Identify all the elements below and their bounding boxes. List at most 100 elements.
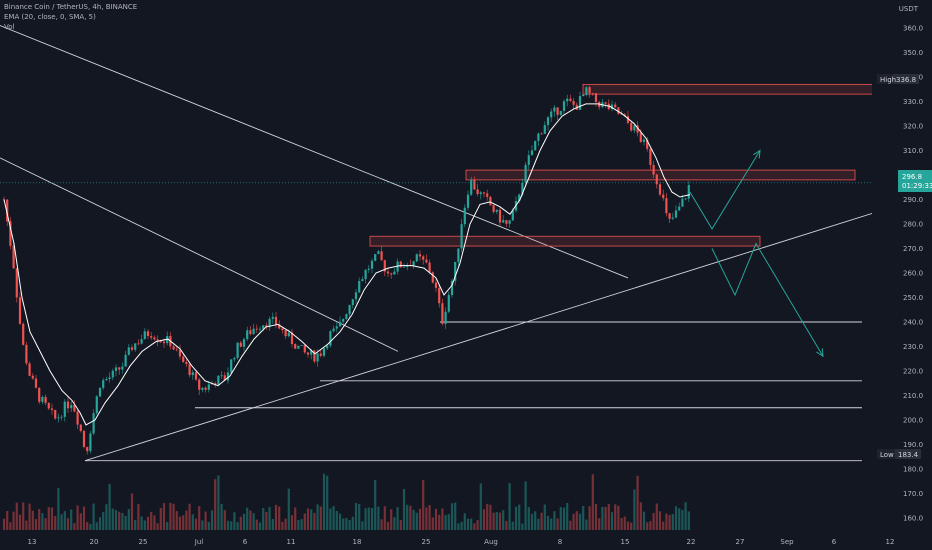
candle-body: [63, 401, 66, 417]
candle-body: [22, 323, 25, 345]
candle-body: [79, 424, 82, 432]
candle-body: [652, 165, 655, 175]
low-value: 183.4: [898, 451, 919, 459]
volume-bar: [412, 509, 415, 530]
support-lines[interactable]: [85, 321, 862, 462]
volume-bar: [194, 518, 198, 530]
price-tick-label: 240.0: [903, 319, 923, 327]
candle-body: [511, 210, 514, 221]
volume-bar: [278, 506, 281, 530]
candle-body: [415, 254, 418, 262]
date-axis[interactable]: 13 20 25 Jul 6 11 18 25 Aug 8 15 22 27 Sep 6 12: [28, 538, 895, 546]
candle-body: [98, 387, 102, 397]
volume-bar: [38, 509, 41, 530]
volume-bar: [338, 513, 342, 530]
candle-body: [495, 209, 498, 212]
volume-bar: [444, 515, 447, 530]
volume-bar: [191, 514, 194, 530]
candle-body: [649, 148, 652, 166]
candle-body: [361, 279, 364, 282]
candle-body: [159, 341, 162, 343]
date-tick-label: 20: [90, 538, 99, 546]
volume-bar: [511, 521, 514, 530]
volume-bar: [73, 523, 76, 530]
candle-body: [450, 280, 454, 295]
volume-bar: [630, 522, 633, 530]
volume-bar: [22, 502, 25, 530]
candle-body: [530, 150, 534, 156]
volume-bar: [182, 515, 185, 530]
low-label: Low: [880, 451, 894, 459]
price-countdown: 01:29:33: [902, 182, 932, 190]
candle-body: [322, 348, 326, 356]
candle-body: [82, 431, 86, 447]
resistance-zones[interactable]: [369, 83, 893, 247]
volume-bar: [470, 518, 473, 530]
volume-bar: [121, 512, 124, 530]
volume-bar: [409, 505, 412, 530]
volume-bar: [70, 509, 73, 530]
candle-body: [146, 331, 150, 337]
candle-body: [111, 370, 114, 378]
candle-body: [262, 325, 265, 329]
price-value: 296.8: [902, 173, 922, 181]
volume-bar: [486, 503, 489, 530]
candle-body: [34, 378, 38, 388]
candle-body: [460, 224, 463, 249]
volume-bar: [399, 520, 402, 530]
candle-body: [402, 266, 406, 268]
candle-body: [425, 259, 428, 263]
volume-bar: [489, 504, 492, 530]
price-tick-label: 310.0: [903, 147, 923, 155]
candle-body: [428, 262, 431, 273]
volume-bar: [169, 502, 172, 530]
volume-bar: [543, 504, 546, 530]
candle-body: [383, 260, 386, 272]
volume-bar: [306, 508, 310, 530]
volume-bar: [137, 504, 140, 530]
candle-body: [89, 433, 92, 452]
symbol-title: Binance Coin / TetherUS, 4h, BINANCE: [4, 3, 138, 11]
volume-bar: [316, 504, 319, 530]
volume-bar: [242, 513, 246, 530]
volume-bar: [2, 518, 6, 530]
volume-bar: [329, 508, 332, 530]
candle-body: [502, 220, 505, 223]
volume-bar: [12, 511, 15, 530]
projection-arrows[interactable]: [689, 149, 824, 358]
candle-body: [646, 139, 649, 149]
candle-body: [319, 353, 322, 356]
candle-body: [281, 328, 284, 331]
candle-body: [198, 379, 201, 390]
volume-bar: [79, 513, 82, 530]
candle-body: [351, 299, 354, 306]
candle-body: [143, 331, 146, 340]
volume-bar: [108, 483, 111, 530]
candle-body: [377, 251, 380, 254]
trend-lines[interactable]: [0, 25, 932, 462]
date-tick-label: 18: [353, 538, 362, 546]
volume-bar: [9, 522, 12, 530]
volume-bar: [566, 502, 569, 530]
candle-body: [492, 205, 495, 212]
volume-bar: [310, 509, 313, 530]
volume-bar: [54, 516, 57, 530]
volume-bar: [230, 521, 233, 530]
candle-body: [617, 107, 620, 114]
date-tick-label: Aug: [484, 538, 498, 546]
date-tick-label: Sep: [780, 538, 794, 546]
candle-body: [150, 336, 153, 338]
date-tick-label: 25: [422, 538, 431, 546]
candle-body: [188, 363, 191, 376]
candle-body: [508, 220, 511, 224]
volume-bar: [671, 513, 674, 530]
candle-body: [44, 396, 47, 403]
volume-bar: [6, 511, 9, 530]
low-badge: Low 183.4: [877, 449, 921, 459]
candle-body: [534, 140, 537, 151]
volume-bar: [463, 513, 466, 530]
price-tick-label: 280.0: [903, 221, 923, 229]
volume-bar: [220, 503, 223, 530]
volume-bar: [300, 519, 303, 530]
